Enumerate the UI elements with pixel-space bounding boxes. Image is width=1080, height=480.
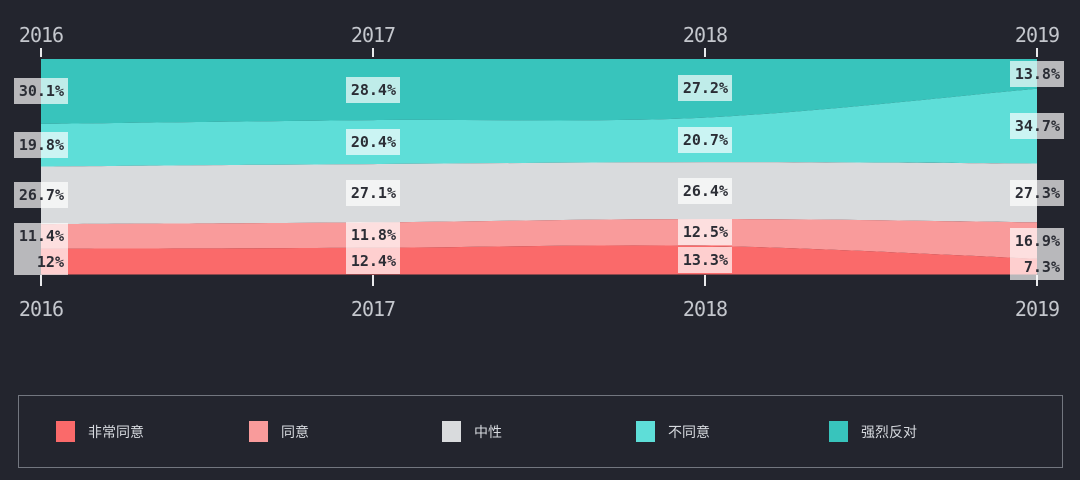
area-band-不同意[interactable] <box>41 88 1037 167</box>
legend-color-swatch <box>56 421 75 442</box>
legend-color-swatch <box>249 421 268 442</box>
legend-color-swatch <box>636 421 655 442</box>
legend-label: 同意 <box>281 424 309 441</box>
axis-tick-top <box>1036 48 1038 57</box>
axis-tick-bottom <box>1036 275 1038 286</box>
area-band-中性[interactable] <box>41 162 1037 225</box>
legend-item-非常同意[interactable]: 非常同意 <box>56 421 144 442</box>
legend-item-中性[interactable]: 中性 <box>442 421 502 442</box>
legend-label: 不同意 <box>668 424 710 441</box>
legend-item-强烈反对[interactable]: 强烈反对 <box>829 421 917 442</box>
axis-tick-bottom <box>40 275 42 286</box>
axis-tick-bottom <box>704 275 706 286</box>
legend-color-swatch <box>829 421 848 442</box>
legend-label: 中性 <box>474 424 502 441</box>
legend-label: 强烈反对 <box>861 424 917 441</box>
legend-label: 非常同意 <box>88 424 144 441</box>
axis-tick-top <box>372 48 374 57</box>
area-band-强烈反对[interactable] <box>41 59 1037 124</box>
legend-color-swatch <box>442 421 461 442</box>
legend-box: 非常同意 同意 中性 不同意 强烈反对 <box>18 395 1063 468</box>
legend-item-同意[interactable]: 同意 <box>249 421 309 442</box>
axis-tick-top <box>40 48 42 57</box>
area-band-同意[interactable] <box>41 218 1037 259</box>
axis-tick-top <box>704 48 706 57</box>
legend-item-不同意[interactable]: 不同意 <box>636 421 710 442</box>
stacked-area-canvas[interactable] <box>0 0 1080 360</box>
area-band-非常同意[interactable] <box>41 245 1037 275</box>
axis-tick-bottom <box>372 275 374 286</box>
